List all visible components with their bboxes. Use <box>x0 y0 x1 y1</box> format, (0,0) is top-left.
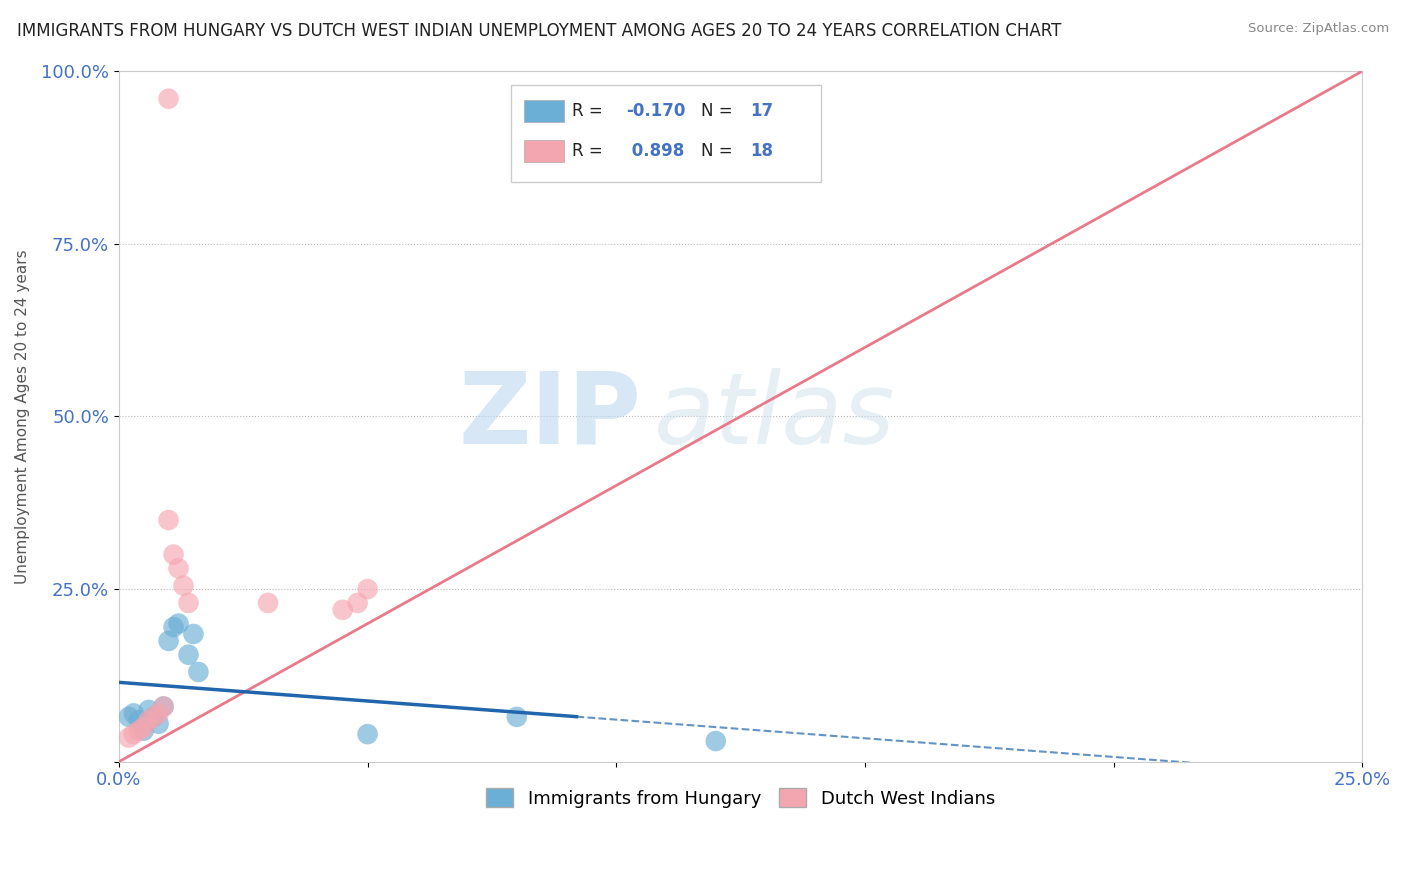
Point <box>704 734 727 748</box>
FancyBboxPatch shape <box>510 85 821 182</box>
Point <box>132 723 155 738</box>
Point <box>152 699 174 714</box>
Point <box>177 648 200 662</box>
Point <box>332 603 354 617</box>
Point <box>167 561 190 575</box>
Point <box>142 710 165 724</box>
Point <box>138 714 160 728</box>
Point <box>173 579 195 593</box>
Text: 18: 18 <box>751 142 773 161</box>
Text: 0.898: 0.898 <box>626 142 685 161</box>
Text: N =: N = <box>700 142 738 161</box>
Point <box>118 710 141 724</box>
Point <box>157 92 180 106</box>
Point <box>257 596 280 610</box>
Point <box>157 513 180 527</box>
FancyBboxPatch shape <box>524 140 564 162</box>
Point <box>122 706 145 721</box>
Point <box>162 620 184 634</box>
Point <box>356 582 378 596</box>
Point <box>346 596 368 610</box>
Legend: Immigrants from Hungary, Dutch West Indians: Immigrants from Hungary, Dutch West Indi… <box>479 781 1002 815</box>
Point <box>118 731 141 745</box>
Point <box>183 627 205 641</box>
Point <box>128 714 150 728</box>
Point <box>506 710 529 724</box>
Point <box>157 633 180 648</box>
FancyBboxPatch shape <box>524 100 564 122</box>
Point <box>122 727 145 741</box>
Point <box>148 716 170 731</box>
Text: Source: ZipAtlas.com: Source: ZipAtlas.com <box>1249 22 1389 36</box>
Point <box>152 699 174 714</box>
Point <box>162 548 184 562</box>
Point <box>142 710 165 724</box>
Text: -0.170: -0.170 <box>626 102 686 120</box>
Text: R =: R = <box>571 102 607 120</box>
Point <box>138 703 160 717</box>
Point <box>132 720 155 734</box>
Point <box>148 706 170 721</box>
Point <box>177 596 200 610</box>
Text: N =: N = <box>700 102 738 120</box>
Text: 17: 17 <box>751 102 773 120</box>
Point <box>128 723 150 738</box>
Point <box>187 665 209 679</box>
Point <box>356 727 378 741</box>
Text: IMMIGRANTS FROM HUNGARY VS DUTCH WEST INDIAN UNEMPLOYMENT AMONG AGES 20 TO 24 YE: IMMIGRANTS FROM HUNGARY VS DUTCH WEST IN… <box>17 22 1062 40</box>
Y-axis label: Unemployment Among Ages 20 to 24 years: Unemployment Among Ages 20 to 24 years <box>15 249 30 583</box>
Text: ZIP: ZIP <box>458 368 641 465</box>
Text: atlas: atlas <box>654 368 896 465</box>
Point <box>167 616 190 631</box>
Text: R =: R = <box>571 142 607 161</box>
